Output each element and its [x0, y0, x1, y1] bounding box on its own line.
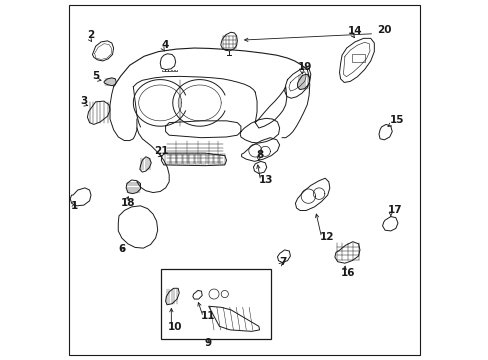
Polygon shape: [92, 41, 113, 61]
Text: 21: 21: [154, 146, 168, 156]
Text: 4: 4: [161, 40, 168, 50]
Polygon shape: [70, 188, 91, 206]
Polygon shape: [118, 206, 158, 248]
Polygon shape: [382, 217, 397, 231]
Polygon shape: [297, 74, 309, 90]
Text: 2: 2: [87, 30, 95, 40]
Polygon shape: [126, 180, 140, 194]
Text: 18: 18: [121, 198, 135, 208]
Text: 8: 8: [256, 150, 264, 161]
Text: 17: 17: [387, 205, 402, 215]
Polygon shape: [208, 306, 259, 331]
Polygon shape: [241, 138, 279, 161]
Polygon shape: [165, 288, 179, 305]
Polygon shape: [104, 78, 116, 86]
Text: 14: 14: [347, 26, 362, 36]
Text: 5: 5: [92, 71, 100, 81]
Polygon shape: [253, 161, 266, 174]
Bar: [351, 54, 364, 62]
Polygon shape: [192, 291, 202, 299]
Polygon shape: [161, 153, 226, 166]
Text: 19: 19: [298, 62, 312, 72]
Text: 16: 16: [340, 268, 354, 278]
Polygon shape: [87, 101, 110, 125]
Polygon shape: [277, 250, 290, 262]
Text: 9: 9: [204, 338, 211, 348]
Polygon shape: [295, 178, 329, 211]
Bar: [161, 269, 270, 338]
Text: 3: 3: [80, 96, 87, 106]
Text: 7: 7: [279, 257, 286, 267]
Polygon shape: [221, 32, 237, 51]
Text: 13: 13: [258, 175, 273, 185]
Text: 11: 11: [201, 311, 215, 321]
Text: 15: 15: [389, 115, 404, 125]
Polygon shape: [160, 54, 175, 69]
Polygon shape: [339, 39, 373, 82]
Text: 6: 6: [118, 244, 125, 255]
Text: 20: 20: [376, 25, 391, 35]
Text: 12: 12: [319, 232, 334, 242]
Text: 10: 10: [167, 322, 182, 332]
Text: 1: 1: [70, 201, 78, 211]
Polygon shape: [334, 242, 359, 263]
Polygon shape: [378, 125, 391, 140]
